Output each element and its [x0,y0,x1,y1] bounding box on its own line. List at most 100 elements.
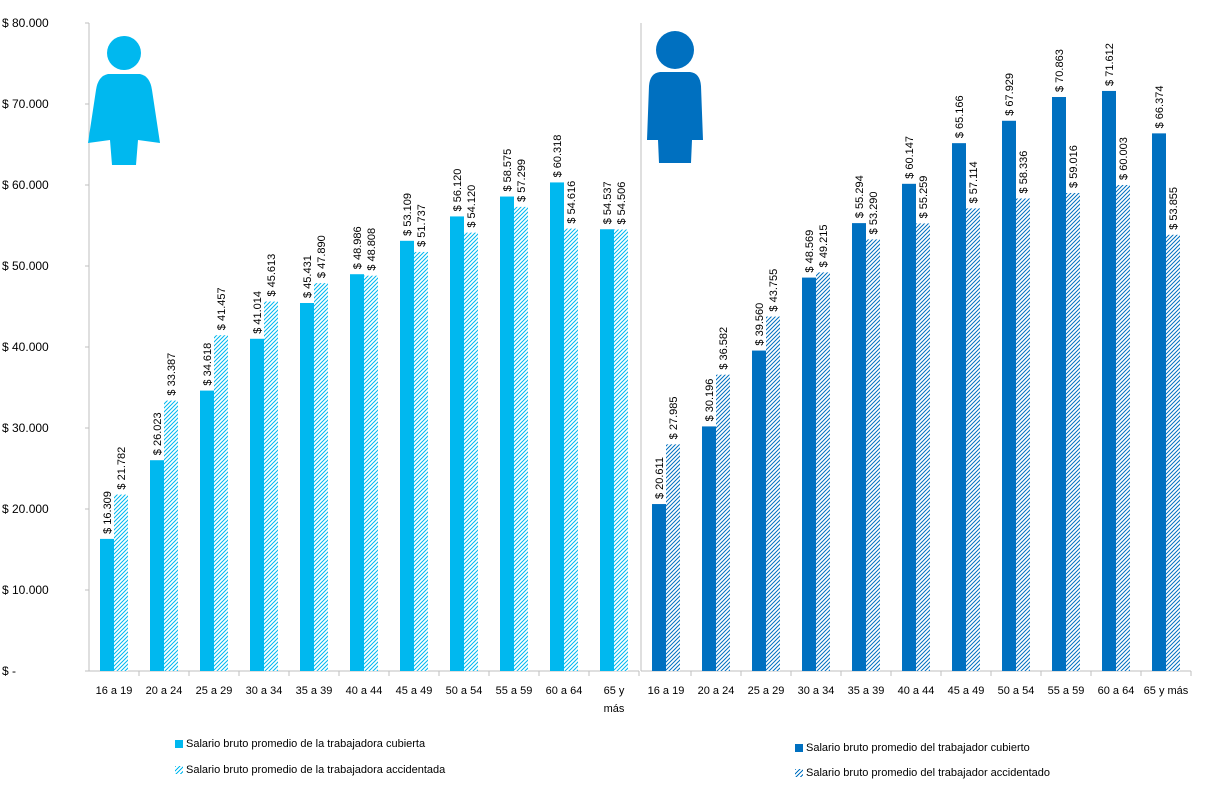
data-label: $ 54.120 [466,185,478,228]
y-tick-label: $ 20.000 [2,502,49,516]
data-label: $ 56.120 [452,169,464,212]
bar-men-covered [952,143,966,671]
bar-men-covered [702,426,716,671]
bar-men-accident [1016,198,1030,671]
bar-men-covered [902,183,916,671]
bar-women-accident [464,232,478,672]
bar-women-accident [214,335,228,671]
data-label: $ 66.374 [1154,86,1166,129]
data-label: $ 58.575 [502,149,514,192]
data-label: $ 60.003 [1118,137,1130,180]
data-label: $ 27.985 [668,396,680,439]
bar-women-covered [300,303,314,671]
man-icon [647,31,703,163]
data-label: $ 16.309 [102,491,114,534]
data-label: $ 30.196 [704,379,716,422]
x-tick-label: 25 a 29 [748,685,785,697]
bar-women-accident [614,229,628,671]
bar-women-covered [450,216,464,672]
x-tick-label: 50 a 54 [998,685,1035,697]
x-tick-label: 45 a 49 [948,685,985,697]
data-label: $ 53.290 [868,192,880,235]
bar-men-accident [1116,184,1130,671]
data-label: $ 57.114 [968,161,980,203]
legend-item-men-accident: Salario bruto promedio del trabajador ac… [795,767,1050,779]
bar-women-covered [600,229,614,671]
data-label: $ 54.537 [602,181,614,224]
bar-men-covered [1002,120,1016,672]
data-label: $ 45.613 [266,254,278,297]
bar-men-accident [666,444,680,671]
bar-women-covered [500,196,514,672]
data-label: $ 53.109 [402,193,414,236]
data-label: $ 49.215 [818,225,830,268]
x-tick-label: 60 a 64 [546,685,583,697]
data-label: $ 41.457 [216,287,228,330]
x-tick-label: 30 a 34 [798,685,835,697]
bar-women-accident [314,283,328,671]
x-tick-label: 35 a 39 [848,685,885,697]
bar-men-accident [916,223,930,671]
x-tick-label: más [604,703,625,715]
data-label: $ 54.506 [616,182,628,225]
bar-women-covered [350,274,364,671]
bar-women-covered [150,460,164,671]
legend-item-women-accident: Salario bruto promedio de la trabajadora… [175,764,445,776]
y-tick-label: $ - [2,664,16,678]
data-label: $ 48.569 [804,230,816,273]
bar-men-accident [1066,192,1080,671]
y-tick-label: $ 80.000 [2,16,49,30]
data-label: $ 36.582 [718,327,730,370]
x-tick-label: 30 a 34 [246,685,283,697]
bar-women-accident [514,206,528,671]
data-label: $ 60.318 [552,135,564,178]
y-tick-label: $ 60.000 [2,178,49,192]
legend-swatch-hatched-women [175,766,183,774]
data-label: $ 51.737 [416,204,428,247]
data-label: $ 26.023 [152,412,164,455]
data-label: $ 65.166 [954,95,966,138]
bar-men-covered [802,277,816,671]
bar-men-accident [866,239,880,671]
x-tick-label: 45 a 49 [396,685,433,697]
legend-item-men-covered: Salario bruto promedio del trabajador cu… [795,742,1030,754]
x-tick-label: 55 a 59 [496,685,533,697]
bar-women-covered [200,390,214,671]
data-label: $ 54.616 [566,181,578,224]
woman-icon [88,36,160,165]
bar-women-accident [414,251,428,671]
bar-men-covered [652,504,666,671]
legend-label-women-covered: Salario bruto promedio de la trabajadora… [186,738,426,750]
legend-item-women-covered: Salario bruto promedio de la trabajadora… [175,738,425,750]
data-label: $ 57.299 [516,159,528,202]
bar-men-covered [1152,133,1166,671]
bar-women-accident [564,228,578,671]
x-tick-label: 35 a 39 [296,685,333,697]
bar-women-accident [114,494,128,671]
data-label: $ 55.259 [918,176,930,219]
legend-swatch-hatched-men [795,769,803,777]
data-label: $ 43.755 [768,269,780,312]
x-tick-label: 20 a 24 [698,685,735,697]
data-label: $ 41.014 [252,291,264,334]
legend-swatch-solid-women [175,740,183,748]
data-label: $ 33.387 [166,353,178,396]
bar-men-accident [766,316,780,671]
data-label: $ 67.929 [1004,73,1016,116]
data-label: $ 55.294 [854,175,866,218]
bar-women-accident [164,400,178,671]
data-label: $ 60.147 [904,136,916,179]
y-tick-label: $ 10.000 [2,583,49,597]
bar-men-covered [1102,90,1116,671]
data-label: $ 48.986 [352,226,364,269]
data-label: $ 71.612 [1104,43,1116,86]
data-label: $ 58.336 [1018,151,1030,194]
bar-men-covered [752,350,766,671]
legend-swatch-solid-men [795,744,803,752]
bar-men-accident [816,272,830,671]
bar-men-covered [852,223,866,672]
data-label: $ 59.016 [1068,145,1080,188]
x-tick-label: 65 y [604,685,625,697]
